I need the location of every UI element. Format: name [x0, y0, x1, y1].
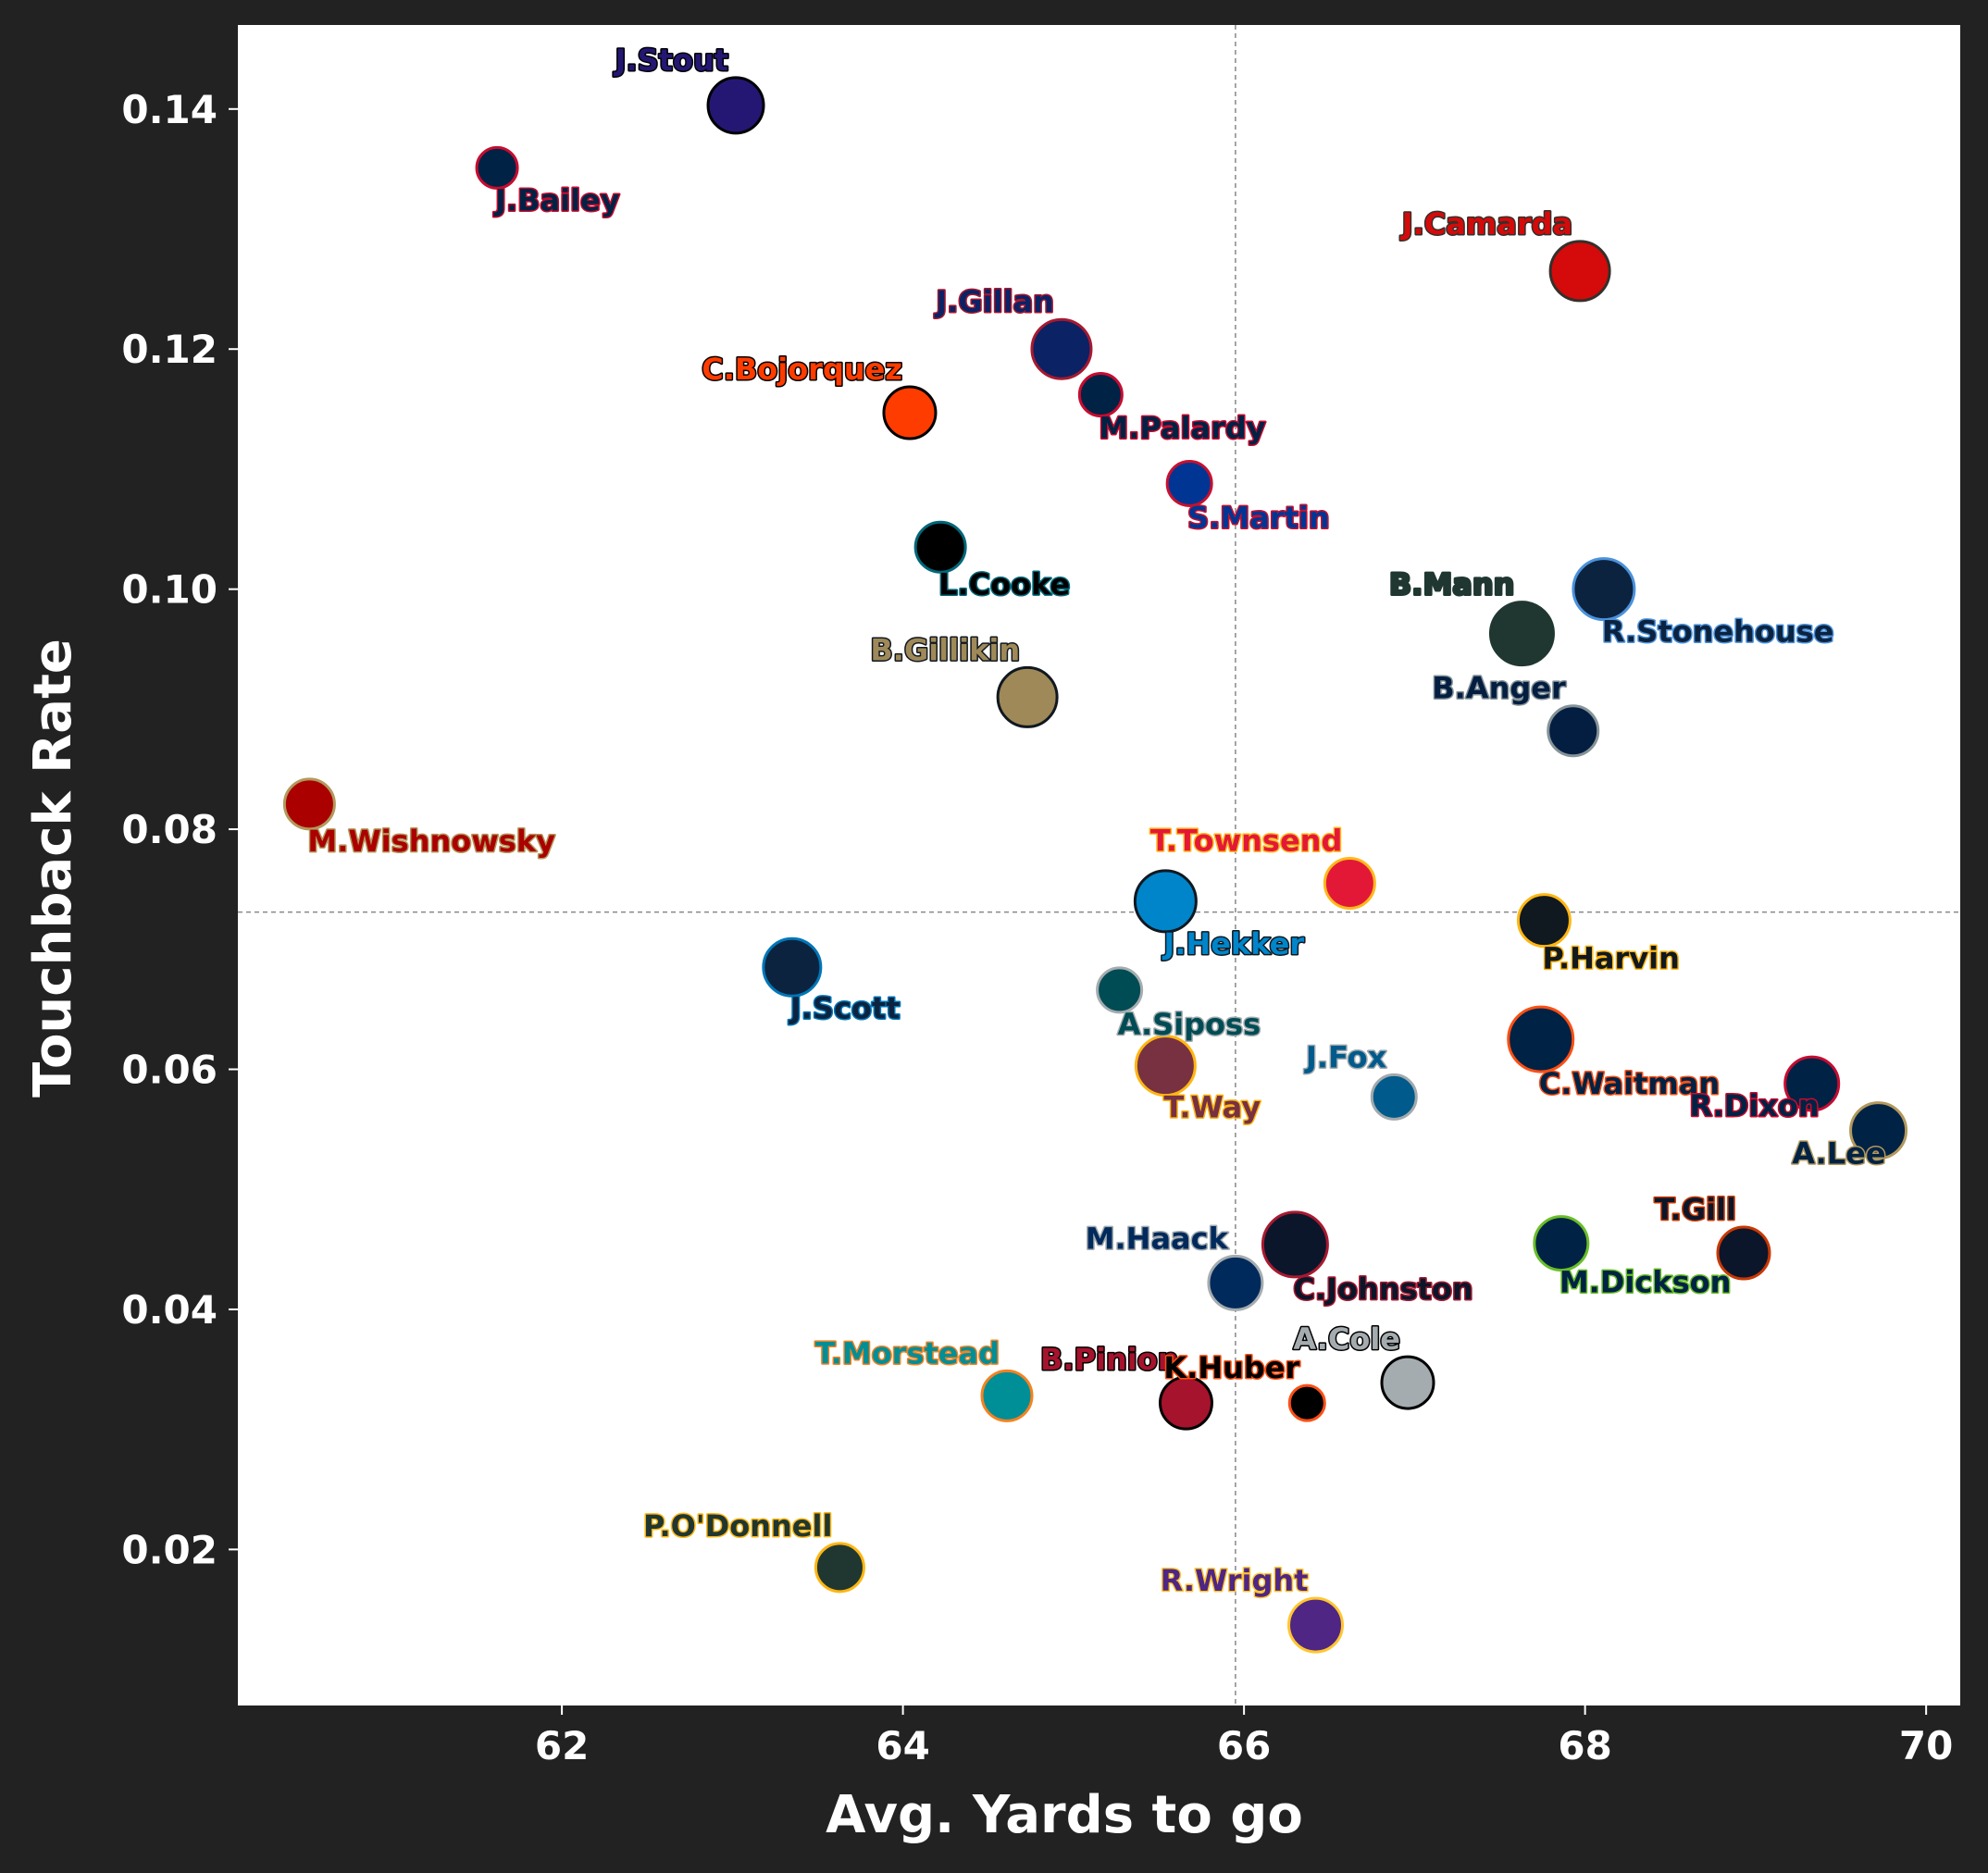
point-label: R.Stonehouse: [1602, 614, 1834, 650]
point-label: J.Stout: [614, 43, 728, 78]
point-label: M.Palardy: [1099, 411, 1265, 446]
reference-lines: [238, 25, 1960, 1706]
point-label: T.Townsend: [1150, 823, 1342, 858]
point-j-gillan: [1030, 317, 1093, 380]
point-label: M.Dickson: [1559, 1265, 1732, 1300]
plot-area: [238, 25, 1960, 1706]
point-label: C.Bojorquez: [702, 352, 902, 387]
point-label: J.Gillan: [934, 284, 1054, 319]
point-label: T.Morstead: [815, 1335, 1000, 1371]
point-j-camarda: [1548, 240, 1611, 303]
point-label: B.Gillikin: [870, 632, 1020, 667]
point-label: J.Scott: [789, 990, 901, 1025]
point-c-johnston: [1261, 1210, 1329, 1279]
point-label: P.Harvin: [1542, 941, 1680, 976]
point-label: J.Hekker: [1162, 926, 1304, 961]
point-c-waitman: [1507, 1005, 1575, 1073]
point-label: T.Way: [1163, 1090, 1261, 1125]
y-tick-label: 0.02: [121, 1527, 217, 1572]
y-tick-label: 0.06: [121, 1048, 217, 1093]
point-b-gillikin: [996, 665, 1059, 728]
point-label: J.Fox: [1304, 1039, 1387, 1074]
point-a-cole: [1380, 1355, 1435, 1410]
point-label: R.Wright: [1161, 1563, 1309, 1598]
point-label: J.Camarda: [1400, 206, 1572, 242]
point-label: P.O'Donnell: [643, 1508, 832, 1544]
point-label: R.Dixon: [1689, 1088, 1819, 1123]
point-label: M.Haack: [1086, 1221, 1229, 1256]
point-k-huber: [1287, 1383, 1326, 1422]
point-l-cooke: [913, 520, 967, 574]
y-axis: 0.02 0.04 0.06 0.08 0.10 0.12 0.14: [121, 87, 238, 1572]
point-t-morstead: [980, 1369, 1034, 1422]
point-label: A.Siposs: [1118, 1007, 1261, 1042]
point-label: K.Huber: [1163, 1350, 1299, 1385]
point-t-gill: [1716, 1225, 1771, 1281]
point-label: B.Anger: [1432, 671, 1566, 706]
x-tick-label: 68: [1558, 1723, 1611, 1768]
point-label: B.Pinion: [1040, 1342, 1178, 1377]
point-label: L.Cooke: [938, 566, 1070, 602]
point-label: A.Cole: [1293, 1321, 1400, 1357]
point-b-mann: [1488, 601, 1555, 667]
y-tick-label: 0.12: [121, 327, 217, 372]
point-p-o-donnell: [814, 1542, 865, 1594]
y-axis-title: Touchback Rate: [23, 639, 83, 1098]
y-tick-label: 0.04: [121, 1287, 217, 1333]
point-j-bailey: [475, 145, 519, 190]
point-label: B.Mann: [1389, 567, 1515, 602]
point-a-lee: [1849, 1101, 1908, 1160]
point-label: J.Bailey: [493, 182, 620, 217]
point-a-siposs: [1096, 966, 1144, 1014]
point-t-townsend: [1323, 856, 1376, 910]
y-tick-label: 0.10: [121, 567, 217, 613]
point-r-wright: [1287, 1596, 1345, 1654]
point-label: M.Wishnowsky: [307, 824, 555, 859]
x-tick-label: 66: [1217, 1723, 1271, 1768]
point-m-wishnowsky: [282, 777, 336, 831]
point-p-harvin: [1516, 893, 1572, 949]
x-axis: 62 64 66 68 70: [535, 1706, 1953, 1768]
point-r-dixon: [1783, 1055, 1841, 1112]
point-j-scott: [762, 936, 823, 998]
point-m-dickson: [1533, 1215, 1590, 1272]
point-j-stout: [706, 76, 765, 135]
point-r-stonehouse: [1572, 557, 1636, 622]
point-m-palardy: [1077, 372, 1124, 418]
point-j-fox: [1370, 1073, 1418, 1121]
x-axis-title: Avg. Yards to go: [826, 1785, 1303, 1845]
x-tick-label: 64: [876, 1723, 929, 1768]
data-points: [282, 76, 1908, 1654]
point-m-haack: [1207, 1254, 1264, 1311]
point-b-anger: [1547, 704, 1600, 758]
point-labels: J.Stout J.Bailey J.Camarda J.Gillan C.Bojorq…: [306, 41, 1887, 1599]
point-label: A.Lee: [1792, 1136, 1885, 1172]
point-label: C.Waitman: [1539, 1066, 1720, 1101]
point-label: C.Johnston: [1293, 1271, 1472, 1307]
x-tick-label: 62: [535, 1723, 589, 1768]
point-t-way: [1134, 1035, 1197, 1098]
y-tick-label: 0.08: [121, 807, 217, 852]
point-label: T.Gill: [1655, 1192, 1736, 1227]
point-c-bojorquez: [882, 385, 938, 440]
point-label: S.Martin: [1187, 501, 1329, 536]
point-s-martin: [1165, 460, 1213, 508]
x-tick-label: 70: [1899, 1723, 1953, 1768]
point-b-pinion: [1158, 1375, 1213, 1431]
point-j-hekker: [1133, 869, 1198, 934]
y-tick-label: 0.14: [121, 87, 217, 132]
